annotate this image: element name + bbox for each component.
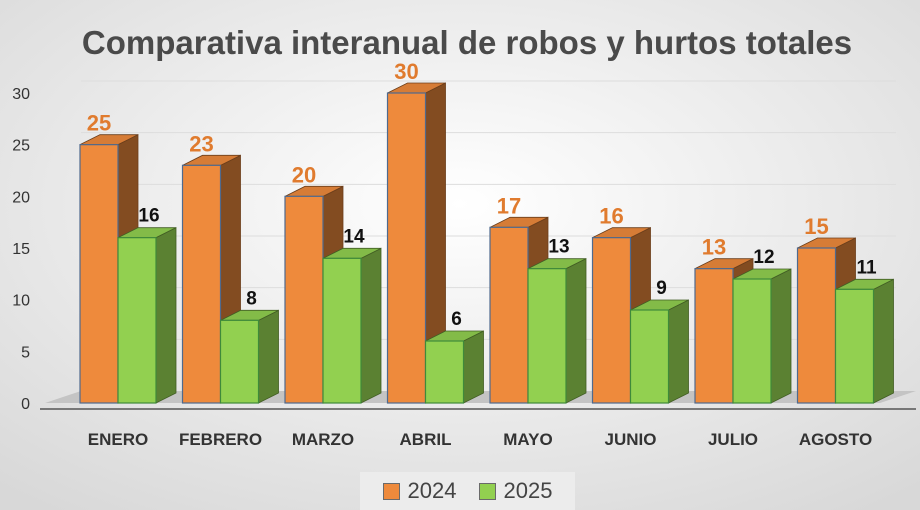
x-tick-label: ENERO — [88, 430, 148, 449]
bar-2024 — [386, 92, 427, 404]
bar-2024 — [489, 226, 529, 404]
bar-2024 — [796, 247, 837, 404]
data-label-2024: 30 — [394, 59, 418, 84]
x-tick-label: MARZO — [292, 430, 354, 449]
bar-2024 — [79, 144, 119, 404]
data-label-2025: 11 — [856, 257, 877, 278]
y-tick-label: 20 — [12, 189, 30, 206]
bar-2024 — [181, 164, 222, 404]
data-label-2024: 23 — [189, 131, 213, 156]
bar-side-2025 — [565, 258, 587, 404]
data-label-2024: 15 — [804, 214, 828, 239]
legend-item-2025: 2025 — [478, 478, 553, 504]
x-tick-label: JULIO — [708, 430, 758, 449]
data-label-2024: 17 — [497, 193, 521, 218]
y-tick-label: 0 — [21, 396, 30, 413]
bar-side-2025 — [770, 268, 792, 404]
data-label-2024: 16 — [599, 204, 623, 229]
legend-label-2025: 2025 — [503, 478, 553, 503]
bar-2025 — [834, 288, 875, 404]
bar-side-2025 — [360, 247, 382, 404]
data-label-2024: 13 — [702, 235, 726, 260]
y-tick-label: 25 — [12, 138, 30, 155]
x-tick-label: MAYO — [503, 430, 552, 449]
y-tick-label: 5 — [21, 344, 30, 361]
bar-side-2025 — [873, 278, 894, 404]
data-label-2025: 9 — [656, 278, 667, 299]
legend: 2024 2025 — [360, 472, 575, 510]
legend-label-2024: 2024 — [407, 478, 457, 503]
bar-2025 — [629, 309, 670, 404]
y-tick-label: 30 — [12, 86, 30, 103]
x-tick-label: JUNIO — [605, 430, 657, 449]
data-label-2024: 25 — [87, 111, 111, 136]
data-label-2024: 20 — [292, 162, 316, 187]
chart-title: Comparativa interanual de robos y hurtos… — [82, 24, 852, 61]
bar-2024 — [591, 237, 632, 404]
data-label-2025: 6 — [451, 309, 462, 330]
bar-2025 — [322, 257, 362, 404]
x-tick-label: ABRIL — [400, 430, 452, 449]
data-label-2025: 16 — [138, 206, 159, 227]
bar-side-2025 — [668, 299, 689, 404]
legend-swatch-2025 — [478, 482, 496, 500]
legend-swatch-2024 — [382, 482, 400, 500]
bar-2024 — [284, 195, 324, 404]
y-tick-label: 15 — [12, 241, 30, 258]
data-label-2025: 13 — [548, 237, 569, 258]
bar-2024 — [694, 268, 734, 404]
data-label-2025: 12 — [753, 247, 774, 268]
bar-2025 — [424, 340, 465, 404]
bar-2025 — [219, 319, 260, 404]
bar-side-2025 — [155, 227, 177, 404]
y-tick-label: 10 — [12, 293, 30, 310]
x-tick-label: FEBRERO — [179, 430, 262, 449]
bar-side-2025 — [258, 309, 279, 404]
bar-2025 — [732, 278, 772, 404]
legend-item-2024: 2024 — [382, 478, 457, 504]
x-tick-label: AGOSTO — [799, 430, 872, 449]
data-label-2025: 14 — [343, 226, 365, 247]
bar-2025 — [117, 237, 157, 404]
bar-2025 — [527, 268, 567, 404]
data-label-2025: 8 — [246, 288, 257, 309]
bar-side-2025 — [463, 330, 484, 404]
